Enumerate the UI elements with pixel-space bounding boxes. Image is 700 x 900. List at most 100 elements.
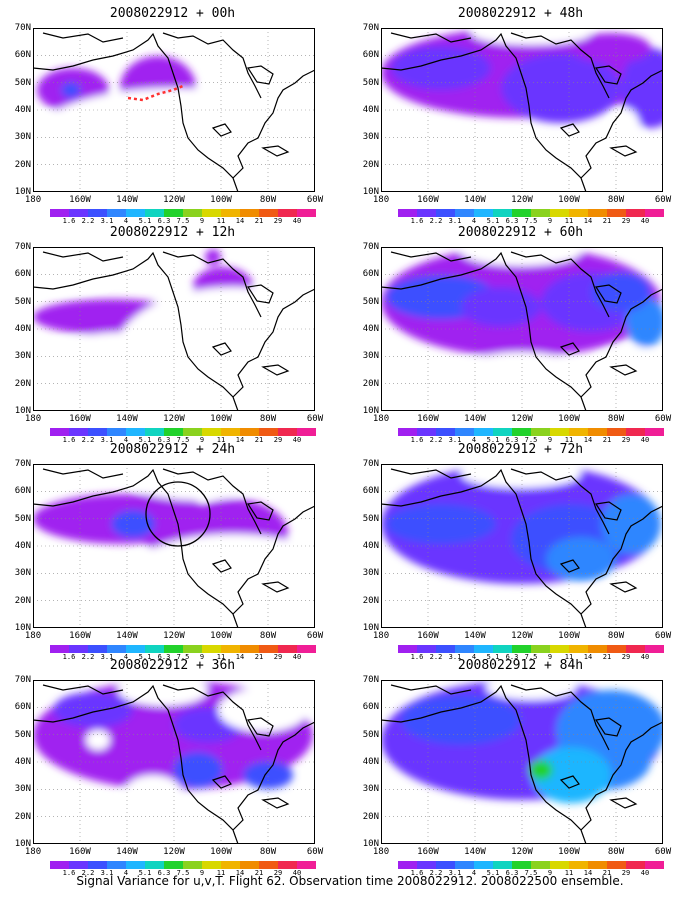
lat-label: 60N: [14, 702, 31, 713]
variance-contour: [386, 504, 496, 544]
colorbar-label: 4: [123, 217, 129, 225]
colorbar-swatch: [607, 645, 626, 653]
colorbar-label: 2.2: [81, 869, 95, 877]
colorbar-swatch: [531, 209, 550, 217]
variance-contour: [111, 510, 155, 538]
colorbar-swatch: [221, 861, 240, 869]
colorbar-label: 40: [640, 869, 650, 877]
lat-label: 20N: [14, 159, 31, 170]
colorbar-label: 11: [216, 653, 226, 661]
lon-label: 60W: [306, 847, 324, 857]
coastline: [390, 468, 472, 479]
colorbar-swatch: [221, 645, 240, 653]
colorbar-swatch: [240, 645, 259, 653]
coastline: [580, 505, 663, 615]
colorbar-label: 29: [621, 653, 631, 661]
colorbar-label: 5.1: [138, 217, 152, 225]
coastline: [261, 797, 290, 809]
variance-contour: [621, 48, 663, 128]
coastline: [381, 251, 587, 411]
colorbar-swatch: [297, 861, 316, 869]
colorbar-label: 29: [273, 869, 283, 877]
no-signal-area: [33, 332, 213, 411]
colorbar-label: 14: [235, 653, 245, 661]
colorbar-label: 5.1: [138, 436, 152, 444]
lon-label: 100W: [210, 195, 232, 205]
coastline: [559, 559, 580, 573]
colorbar-swatch: [126, 861, 145, 869]
lat-label: 20N: [362, 159, 379, 170]
lon-label: 100W: [210, 847, 232, 857]
coastline: [33, 251, 239, 411]
lon-label: 60W: [306, 631, 324, 641]
colorbar-swatch: [69, 645, 88, 653]
colorbar-label: 11: [216, 869, 226, 877]
colorbar-swatch: [50, 428, 69, 436]
colorbar-swatch: [417, 428, 436, 436]
lon-label: 80W: [259, 631, 277, 641]
colorbar-swatch: [126, 428, 145, 436]
colorbar-swatch: [550, 861, 569, 869]
colorbar-label: 14: [583, 436, 593, 444]
colorbar-label: 29: [273, 436, 283, 444]
lon-label: 80W: [607, 631, 625, 641]
colorbar-label: 3.1: [100, 869, 114, 877]
colorbar-label: 2.2: [429, 217, 443, 225]
no-signal-area: [631, 810, 663, 844]
colorbar-swatch: [569, 209, 588, 217]
colorbar-swatch: [474, 209, 493, 217]
colorbar-swatch: [436, 209, 455, 217]
colorbar-swatch: [259, 209, 278, 217]
colorbar-label: 6.3: [157, 436, 171, 444]
map-frame: [33, 247, 315, 411]
lat-label: 50N: [14, 513, 31, 524]
coastline: [559, 342, 580, 356]
lat-label: 30N: [362, 351, 379, 362]
colorbar-swatch: [588, 428, 607, 436]
colorbar-swatch: [164, 428, 183, 436]
coastline: [580, 721, 663, 831]
lat-label: 10N: [14, 839, 31, 849]
colorbar-label: 6.3: [505, 217, 519, 225]
coastline: [246, 501, 274, 521]
figure-caption: Signal Variance for u,v,T. Flight 62. Ob…: [76, 874, 624, 888]
coastline: [211, 123, 232, 137]
colorbar-label: 5.1: [486, 217, 500, 225]
map-panel-p00: 2008022912 + 00h 70N 60N 50N 40N 30N 20N 10N 180…: [0, 6, 345, 225]
no-signal-area: [471, 153, 591, 192]
colorbar-label: 3.1: [100, 217, 114, 225]
lat-label: 70N: [14, 23, 31, 33]
coastline: [211, 559, 232, 573]
colorbar-swatch: [512, 861, 531, 869]
lat-label: 10N: [362, 839, 379, 849]
lon-label: 120W: [511, 195, 533, 205]
lon-label: 180: [24, 414, 42, 424]
colorbar-label: 6.3: [157, 217, 171, 225]
colorbar-swatch: [398, 861, 417, 869]
lon-label: 120W: [511, 631, 533, 641]
colorbar-label: 40: [292, 436, 302, 444]
coastline: [594, 65, 622, 85]
lon-label: 80W: [607, 195, 625, 205]
variance-contour: [391, 46, 491, 90]
lat-label: 40N: [14, 324, 31, 334]
colorbar-swatch: [531, 861, 550, 869]
coastline: [594, 717, 622, 737]
coastline: [246, 717, 274, 737]
no-signal-area: [571, 148, 663, 192]
colorbar-swatch: [221, 428, 240, 436]
lon-label: 60W: [306, 195, 324, 205]
lat-label: 40N: [362, 105, 379, 115]
colorbar-swatch: [183, 428, 202, 436]
no-signal-area: [461, 464, 581, 488]
map-panel-p84: 2008022912 + 84h 70N 60N 50N 40N 30N 20N 10N 180…: [348, 658, 693, 877]
colorbar-swatch: [588, 209, 607, 217]
colorbar-swatch: [569, 428, 588, 436]
lat-label: 30N: [14, 132, 31, 143]
colorbar-label: 5.1: [486, 869, 500, 877]
colorbar-label: 40: [292, 217, 302, 225]
colorbar-label: 6.3: [505, 869, 519, 877]
lon-label: 60W: [654, 195, 672, 205]
variance-map: [381, 680, 663, 844]
lat-label: 10N: [362, 406, 379, 416]
